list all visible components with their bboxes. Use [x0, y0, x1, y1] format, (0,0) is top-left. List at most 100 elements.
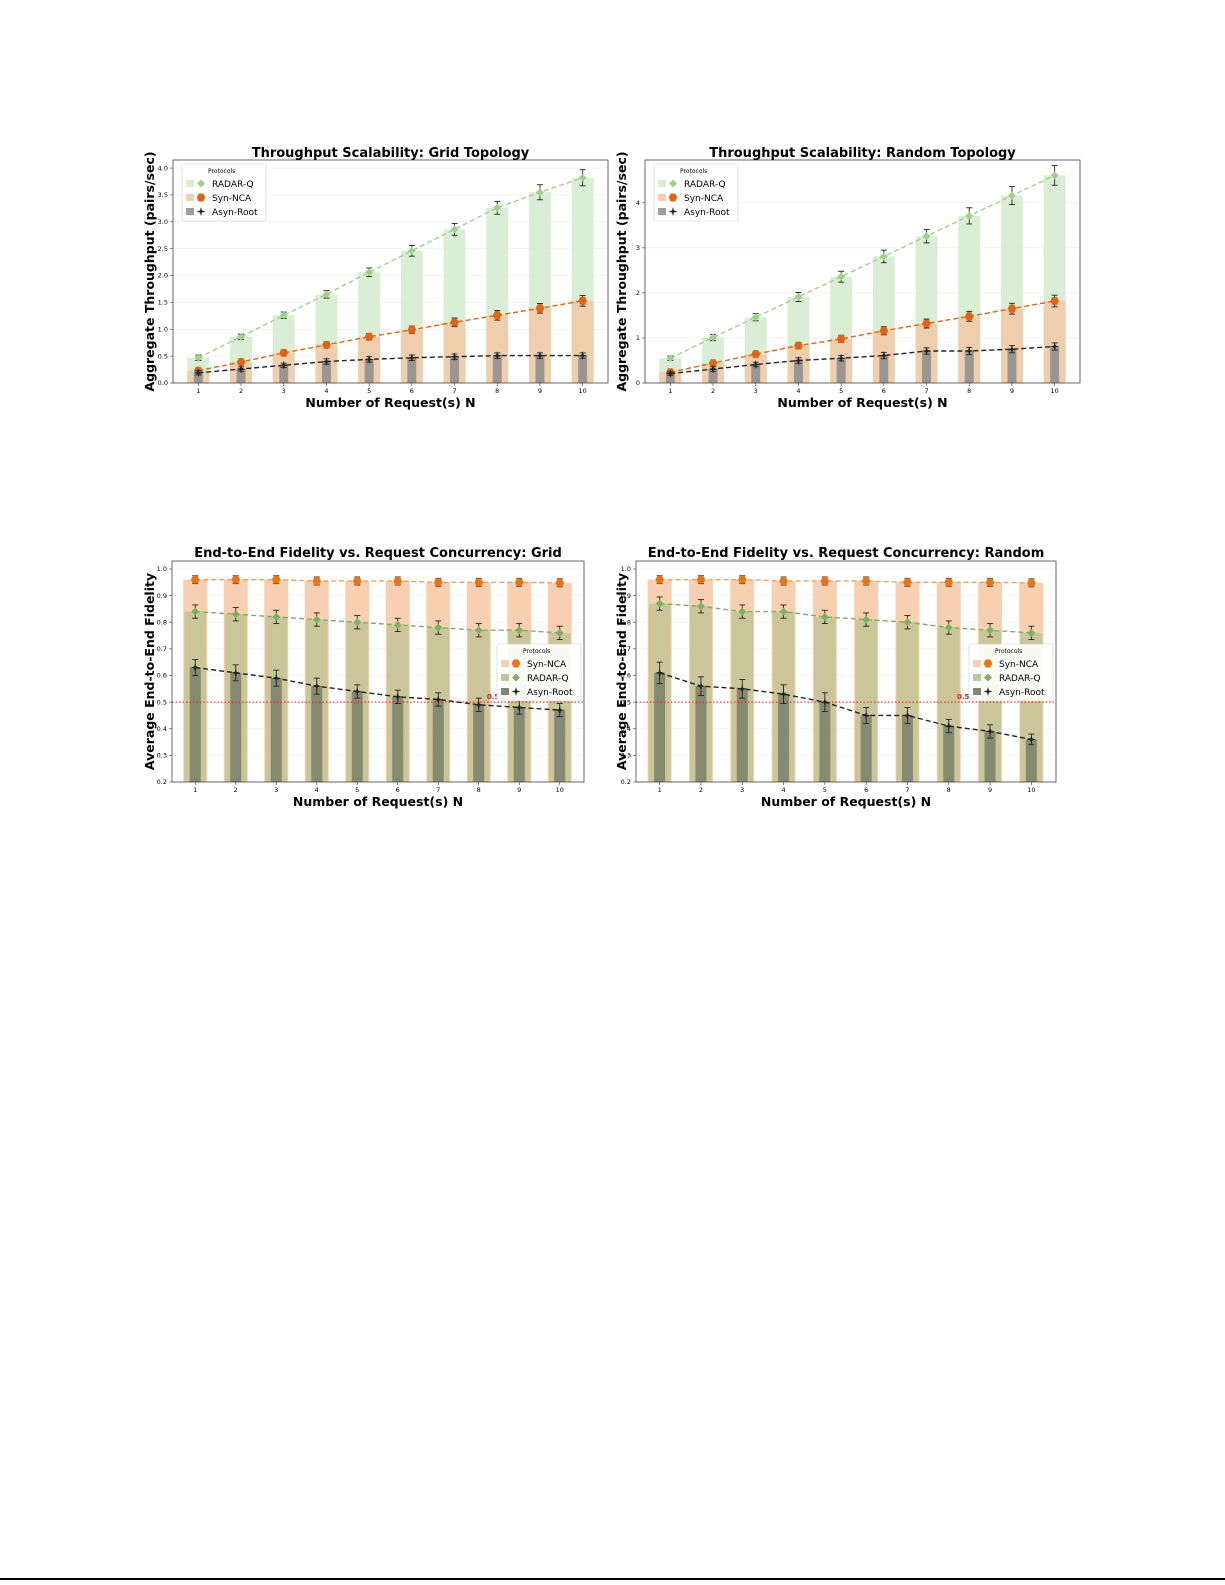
point-asyn-root-6 — [407, 353, 417, 363]
x-tick-label: 1 — [668, 387, 672, 395]
point-syn-nca-8 — [474, 578, 484, 587]
point-radar-q-1 — [655, 599, 664, 608]
x-tick-label: 3 — [274, 786, 278, 794]
x-tick-label: 7 — [924, 387, 928, 395]
point-asyn-root-5 — [352, 686, 362, 696]
point-radar-q-6 — [407, 246, 416, 255]
legend-box — [968, 643, 1054, 702]
point-asyn-root-10 — [1050, 342, 1060, 352]
y-tick-label: 0.3 — [621, 752, 631, 760]
point-syn-nca-10 — [1050, 297, 1059, 306]
point-radar-q-3 — [279, 311, 288, 320]
x-tick-label: 7 — [452, 387, 456, 395]
legend-label-radar-q: RADAR-Q — [684, 180, 726, 190]
legend-swatch — [186, 180, 194, 187]
point-syn-nca-7 — [903, 578, 912, 587]
point-asyn-root-10 — [578, 351, 588, 361]
legend-label-asyn-root: Asyn-Root — [999, 688, 1045, 698]
legend-title: Protocols — [680, 168, 707, 175]
bar-asyn-root-2 — [695, 686, 707, 782]
legend-label-radar-q: RADAR-Q — [527, 674, 569, 684]
point-asyn-root-4 — [793, 355, 803, 365]
point-radar-q-4 — [322, 290, 331, 299]
legend-label-syn-nca: Syn-NCA — [684, 194, 724, 204]
point-syn-nca-5 — [820, 576, 830, 585]
point-syn-nca-1 — [190, 575, 200, 584]
point-syn-nca-9 — [535, 304, 545, 313]
point-asyn-root-3 — [751, 360, 761, 370]
y-tick-label: 0.6 — [157, 672, 167, 680]
legend-label-syn-nca: Syn-NCA — [212, 194, 252, 204]
point-radar-q-9 — [515, 626, 524, 635]
point-syn-nca-2 — [231, 575, 241, 584]
point-radar-q-9 — [1007, 191, 1016, 200]
x-axis-label: Number of Request(s) N — [777, 395, 947, 410]
line-syn-nca — [659, 578, 1032, 584]
bar-syn-nca-9 — [528, 308, 551, 383]
throughput-grid-figure: 0.0 0.5 1.0 1.5 2.0 2.5 3.0 3.5 4.0 1 2 3 4 5 6 7 8 9 10 Th… — [140, 140, 610, 415]
point-asyn-root-1 — [193, 368, 203, 378]
line-syn-nca — [195, 578, 560, 584]
point-radar-q-6 — [393, 620, 402, 629]
fidelity-grid-figure: 0.20.30.40.50.60.70.80.91.00.5 D12345678… — [140, 540, 610, 815]
throughput-grid-chart: 0.0 0.5 1.0 1.5 2.0 2.5 3.0 3.5 4.0 1 2 3 4 5 6 7 8 9 10 Th… — [142, 146, 609, 410]
y-axis-label: Average End-to-End Fidelity — [614, 573, 629, 770]
point-syn-nca-9 — [985, 578, 995, 587]
bar-asyn-root-7 — [432, 699, 444, 782]
bar-asyn-root-4 — [793, 360, 803, 383]
legend-swatch — [658, 208, 666, 215]
bar-asyn-root-7 — [901, 715, 913, 782]
point-radar-q-8 — [965, 211, 974, 220]
x-tick-label: 9 — [1010, 387, 1014, 395]
bar-asyn-root-4 — [778, 694, 790, 782]
point-radar-q-9 — [535, 188, 544, 197]
y-tick-label: 0.9 — [157, 592, 167, 600]
y-tick-label: 2.0 — [158, 272, 168, 280]
point-syn-nca-2 — [236, 358, 246, 367]
point-syn-nca-10 — [1027, 578, 1036, 587]
bar-asyn-root-1 — [654, 672, 666, 782]
legend-marker — [197, 179, 205, 188]
x-tick-label: 9 — [517, 786, 521, 794]
x-axis-label: Number of Request(s) N — [293, 794, 463, 809]
bar-asyn-root-10 — [554, 710, 566, 782]
legend-box — [496, 643, 582, 702]
bar-asyn-root-9 — [535, 355, 545, 383]
point-radar-q-7 — [434, 623, 443, 632]
y-tick-label: 0.6 — [621, 672, 631, 680]
legend-label-syn-nca: Syn-NCA — [527, 660, 567, 670]
point-asyn-root-8 — [474, 700, 484, 710]
point-syn-nca-4 — [794, 341, 803, 350]
legend-title: Protocols — [995, 648, 1022, 655]
point-radar-q-5 — [365, 268, 374, 277]
x-tick-label: 5 — [823, 786, 827, 794]
y-axis-label: Aggregate Throughput (pairs/sec) — [614, 151, 629, 391]
point-syn-nca-1 — [655, 575, 664, 584]
point-asyn-root-8 — [492, 351, 502, 361]
line-syn-nca — [198, 300, 583, 372]
point-radar-q-6 — [879, 252, 888, 261]
y-tick-label: 0.5 — [157, 698, 167, 706]
x-tick-label: 5 — [355, 786, 359, 794]
y-tick-label: 0.9 — [621, 592, 631, 600]
x-tick-label: 6 — [864, 786, 868, 794]
x-tick-label: 4 — [324, 387, 328, 395]
legend-swatch — [973, 688, 981, 695]
bar-asyn-root-6 — [879, 355, 889, 383]
legend-marker — [669, 179, 677, 188]
x-axis-label: Number of Request(s) N — [305, 395, 475, 410]
point-radar-q-5 — [837, 272, 846, 281]
bar-asyn-root-1 — [665, 373, 675, 383]
y-tick-label: 3.5 — [158, 191, 168, 199]
line-asyn-root — [659, 672, 1032, 741]
x-axis-label: Number of Request(s) N — [761, 794, 931, 809]
bar-asyn-root-3 — [279, 365, 289, 383]
bar-asyn-root-10 — [1025, 739, 1037, 782]
point-asyn-root-7 — [433, 694, 443, 704]
point-radar-q-2 — [696, 602, 705, 611]
point-asyn-root-3 — [737, 684, 747, 694]
line-radar-q — [659, 602, 1032, 634]
legend-marker — [983, 687, 993, 696]
bar-asyn-root-2 — [708, 369, 718, 383]
legend-marker — [668, 207, 678, 216]
